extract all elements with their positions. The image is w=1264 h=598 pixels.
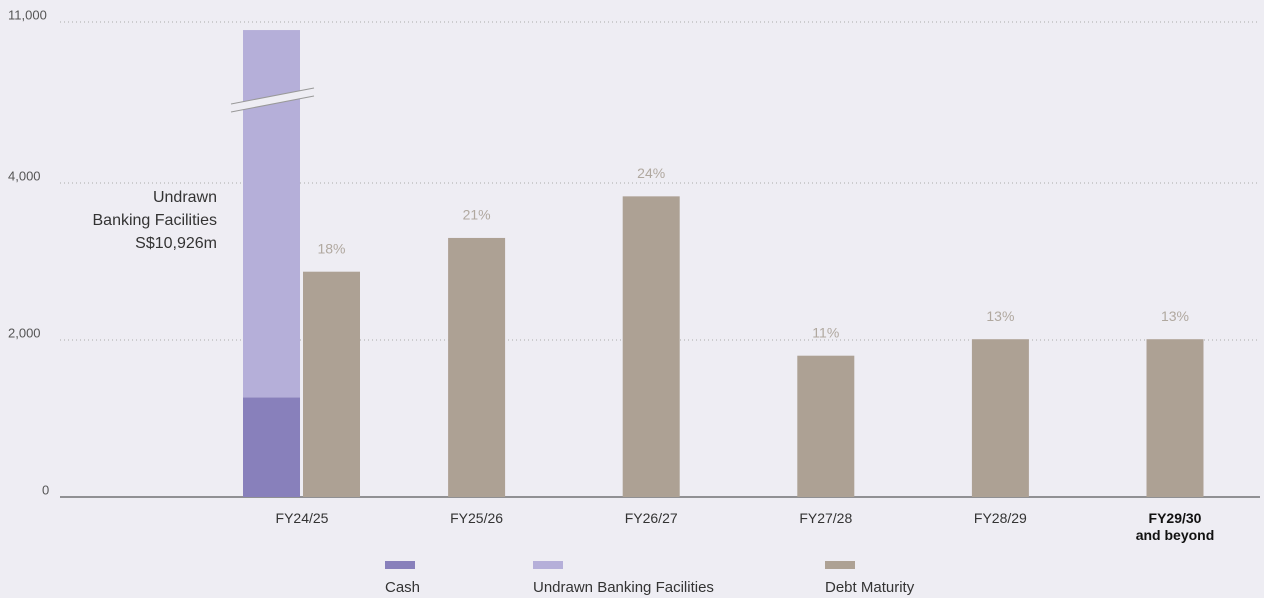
x-tick-label: FY26/27 <box>624 510 678 526</box>
legend-label: Debt Maturity <box>825 579 915 596</box>
bar <box>303 271 360 497</box>
y-tick-label: 2,000 <box>8 325 41 340</box>
bar <box>971 339 1029 497</box>
y-tick-label: 4,000 <box>8 168 41 183</box>
share-label: 13% <box>1161 308 1189 324</box>
axis-break-line <box>230 95 315 113</box>
bar <box>622 196 680 497</box>
annotation: S$10,926m <box>135 235 217 252</box>
x-tick-label: FY24/25 <box>275 510 329 526</box>
legend-label: Cash <box>385 579 420 596</box>
bar-segment <box>243 397 300 497</box>
legend-label: Undrawn Banking Facilities <box>533 579 714 596</box>
legend-swatch <box>825 561 855 569</box>
x-tick-label: FY27/28 <box>799 510 853 526</box>
x-tick-label: FY25/26 <box>450 510 504 526</box>
legend-swatch <box>385 561 415 569</box>
x-tick-label: FY28/29 <box>973 510 1027 526</box>
bar <box>1146 339 1204 497</box>
axis-break-line <box>230 87 315 105</box>
y-tick-label: 11,000 <box>8 7 47 22</box>
annotation: Undrawn <box>153 189 217 206</box>
axis-break <box>231 88 314 112</box>
bar <box>797 355 855 497</box>
y-tick-label: 0 <box>42 482 49 497</box>
annotation: Banking Facilities <box>93 212 218 229</box>
bar <box>448 237 506 497</box>
x-tick-label: FY29/30 and beyond <box>1135 510 1215 543</box>
share-label: 11% <box>812 324 839 340</box>
share-label: 21% <box>463 207 491 223</box>
legend-swatch <box>533 561 563 569</box>
share-label: 13% <box>986 308 1014 324</box>
share-label: 24% <box>637 165 665 181</box>
bar-segment <box>243 30 300 398</box>
share-label: 18% <box>317 240 345 256</box>
